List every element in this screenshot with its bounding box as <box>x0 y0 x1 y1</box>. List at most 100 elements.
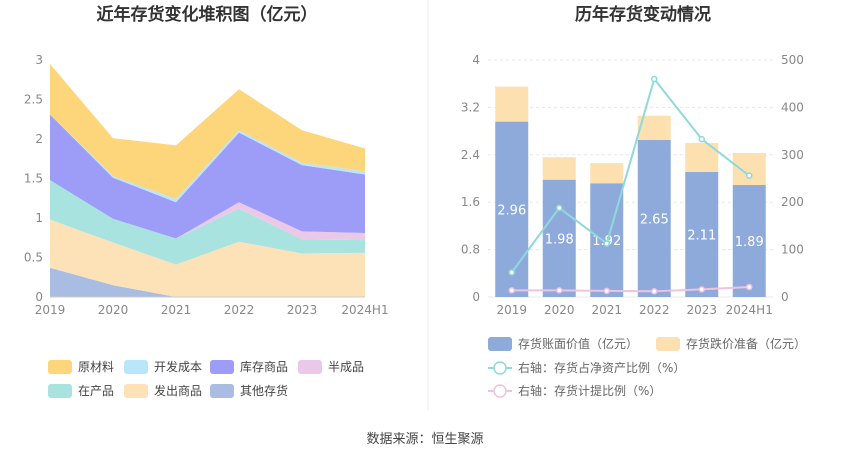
x-tick-label: 2019 <box>496 303 527 317</box>
area-series <box>50 114 365 239</box>
right-x-axis: 2019 2020 2021 2022 2023 2024H1 <box>496 303 772 317</box>
y-tick-label: 1.5 <box>24 172 43 186</box>
line-provision-ratio <box>511 286 750 293</box>
line-point <box>603 240 610 247</box>
legend-label: 存货跌价准备（亿元） <box>686 336 806 351</box>
bar-book-value <box>495 121 529 298</box>
right-left-y-axis: 0 0.8 1.6 2.4 3.2 4 <box>461 53 480 304</box>
legend-swatch <box>656 337 680 351</box>
line-point <box>508 269 515 276</box>
y-tick-label: 2 <box>35 132 43 146</box>
line-point <box>556 287 563 294</box>
area-series <box>50 63 365 200</box>
y-tick-label: 2.4 <box>461 148 480 162</box>
legend-swatch <box>48 360 72 374</box>
y2-tick-label: 200 <box>781 195 804 209</box>
y-tick-label: 1 <box>35 211 43 225</box>
bar-impairment <box>590 163 624 184</box>
legend-swatch <box>210 384 234 398</box>
line-point <box>651 75 658 83</box>
area-series <box>50 180 365 241</box>
line-point <box>746 172 753 179</box>
legend-label: 库存商品 <box>240 359 288 374</box>
x-tick-label: 2020 <box>544 303 575 317</box>
legend-label: 发出商品 <box>154 383 202 398</box>
right-legend: 存货账面价值（亿元） 存货跌价准备（亿元）右轴：存货占净资产比例（%） 右轴：存货计… <box>488 336 806 398</box>
legend-swatch <box>124 384 148 398</box>
area-series <box>50 219 365 297</box>
legend-marker <box>493 361 507 375</box>
y-tick-label: 0 <box>35 290 43 304</box>
left-y-axis: 0 0.5 1 1.5 2 2.5 3 <box>24 53 43 304</box>
right-chart-title: 历年存货变动情况 <box>575 4 711 25</box>
x-tick-label: 2022 <box>224 303 255 317</box>
x-tick-label: 2023 <box>686 303 717 317</box>
left-chart-title: 近年存货变化堆积图（亿元） <box>97 4 318 25</box>
legend-label: 右轴：存货计提比例（%） <box>518 383 661 398</box>
x-tick-label: 2019 <box>35 303 66 317</box>
line-ratio-net-assets <box>510 76 750 273</box>
line-point <box>651 288 658 295</box>
bar-impairment <box>732 153 766 186</box>
x-tick-label: 2020 <box>98 303 129 317</box>
legend-swatch <box>298 360 322 374</box>
line-series-group <box>508 75 753 295</box>
x-tick-label: 2024H1 <box>726 303 773 317</box>
y-tick-label: 3.2 <box>461 100 480 114</box>
bar-data-label: 1.89 <box>735 235 764 250</box>
data-source-note: 数据来源：恒生聚源 <box>366 432 483 447</box>
bar-data-label: 1.98 <box>545 232 574 247</box>
stacked-area-chart: 近年存货变化堆积图（亿元） 0 0.5 1 1.5 2 2.5 3 2019 2020 2021… <box>24 4 389 398</box>
bar-book-value <box>732 185 766 297</box>
legend-label: 右轴：存货占净资产比例（%） <box>518 360 685 375</box>
legend-label: 原材料 <box>78 360 114 374</box>
left-x-axis: 2019 2020 2021 2022 2023 2024H1 <box>35 303 389 317</box>
legend-swatch <box>210 360 234 374</box>
legend-label: 开发成本 <box>154 359 202 374</box>
legend-marker <box>493 384 507 398</box>
bar-data-label: 2.65 <box>640 212 669 227</box>
line-point <box>698 286 705 293</box>
line-point <box>603 287 610 295</box>
bar-series-group: 2.961.981.922.652.111.89 <box>495 86 766 298</box>
y-tick-label: 4 <box>472 53 480 67</box>
line-point <box>746 283 753 291</box>
bar-line-combo-chart: 历年存货变动情况 0 0.8 1.6 2.4 3.2 4 0 100 200 300 400 500… <box>461 4 806 398</box>
y-tick-label: 0.5 <box>24 251 43 265</box>
y2-tick-label: 100 <box>781 243 804 257</box>
legend-swatch <box>48 384 72 398</box>
legend-swatch <box>124 360 148 374</box>
y-tick-label: 3 <box>35 53 43 67</box>
bar-impairment <box>542 157 576 180</box>
x-tick-label: 2021 <box>591 303 622 317</box>
bar-book-value <box>637 139 671 297</box>
area-series-group <box>50 63 365 297</box>
area-series <box>50 267 365 297</box>
legend-label: 存货账面价值（亿元） <box>518 336 638 351</box>
y-tick-label: 0 <box>472 290 480 304</box>
line-point <box>508 287 515 294</box>
x-tick-label: 2024H1 <box>341 303 388 317</box>
y-tick-label: 2.5 <box>24 93 43 107</box>
legend-label: 在产品 <box>78 384 114 398</box>
y2-tick-label: 400 <box>781 100 804 114</box>
x-tick-label: 2021 <box>161 303 192 317</box>
right-gridlines <box>488 59 773 298</box>
right-right-y-axis: 0 100 200 300 400 500 <box>781 53 804 304</box>
legend-label: 其他存货 <box>240 383 288 398</box>
x-tick-label: 2023 <box>287 303 318 317</box>
y2-tick-label: 0 <box>781 290 789 304</box>
bar-data-label: 2.11 <box>687 228 716 243</box>
line-point <box>556 204 563 212</box>
area-series <box>50 180 365 265</box>
bar-book-value <box>542 179 576 297</box>
bar-data-label: 2.96 <box>497 203 526 218</box>
bar-book-value <box>685 171 719 297</box>
x-tick-label: 2022 <box>639 303 670 317</box>
y2-tick-label: 300 <box>781 148 804 162</box>
y2-tick-label: 500 <box>781 53 804 67</box>
legend-label: 半成品 <box>328 360 364 374</box>
legend-swatch <box>488 337 512 351</box>
